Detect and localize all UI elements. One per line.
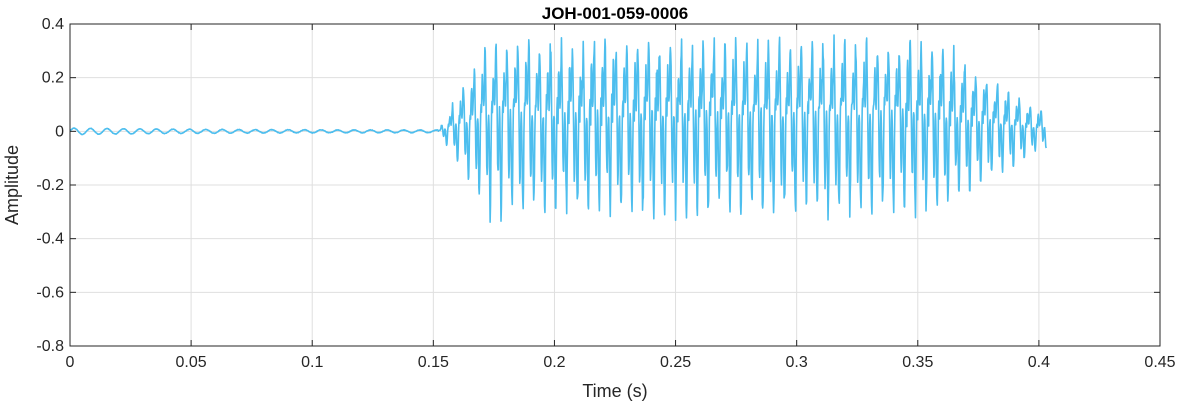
y-axis-ticks: 0.4 0.2 0 -0.2 -0.4 -0.6 -0.8	[36, 16, 1160, 355]
y-tick-label: -0.2	[36, 177, 64, 194]
x-tick-label: 0	[66, 354, 75, 371]
y-tick-label: -0.6	[36, 284, 64, 301]
x-tick-label: 0.3	[786, 354, 808, 371]
x-tick-label: 0.05	[176, 354, 207, 371]
y-tick-label: 0.4	[42, 16, 64, 33]
y-axis-label: Amplitude	[2, 145, 22, 225]
x-tick-label: 0.25	[660, 354, 691, 371]
x-tick-label: 0.15	[418, 354, 449, 371]
x-tick-label: 0.2	[543, 354, 565, 371]
x-tick-label: 0.4	[1028, 354, 1050, 371]
y-tick-label: 0.2	[42, 70, 64, 87]
x-tick-label: 0.1	[301, 354, 323, 371]
chart-title: JOH-001-059-0006	[542, 4, 688, 23]
waveform-line	[69, 34, 1047, 223]
y-tick-label: -0.4	[36, 231, 64, 248]
x-axis-label: Time (s)	[582, 381, 647, 401]
x-tick-label: 0.35	[902, 354, 933, 371]
x-axis-ticks: 0 0.05 0.1 0.15 0.2 0.25 0.3 0.35 0.4 0.45	[66, 24, 1176, 371]
y-tick-label: 0	[55, 123, 64, 140]
x-tick-label: 0.45	[1144, 354, 1175, 371]
y-tick-label: -0.8	[36, 338, 64, 355]
